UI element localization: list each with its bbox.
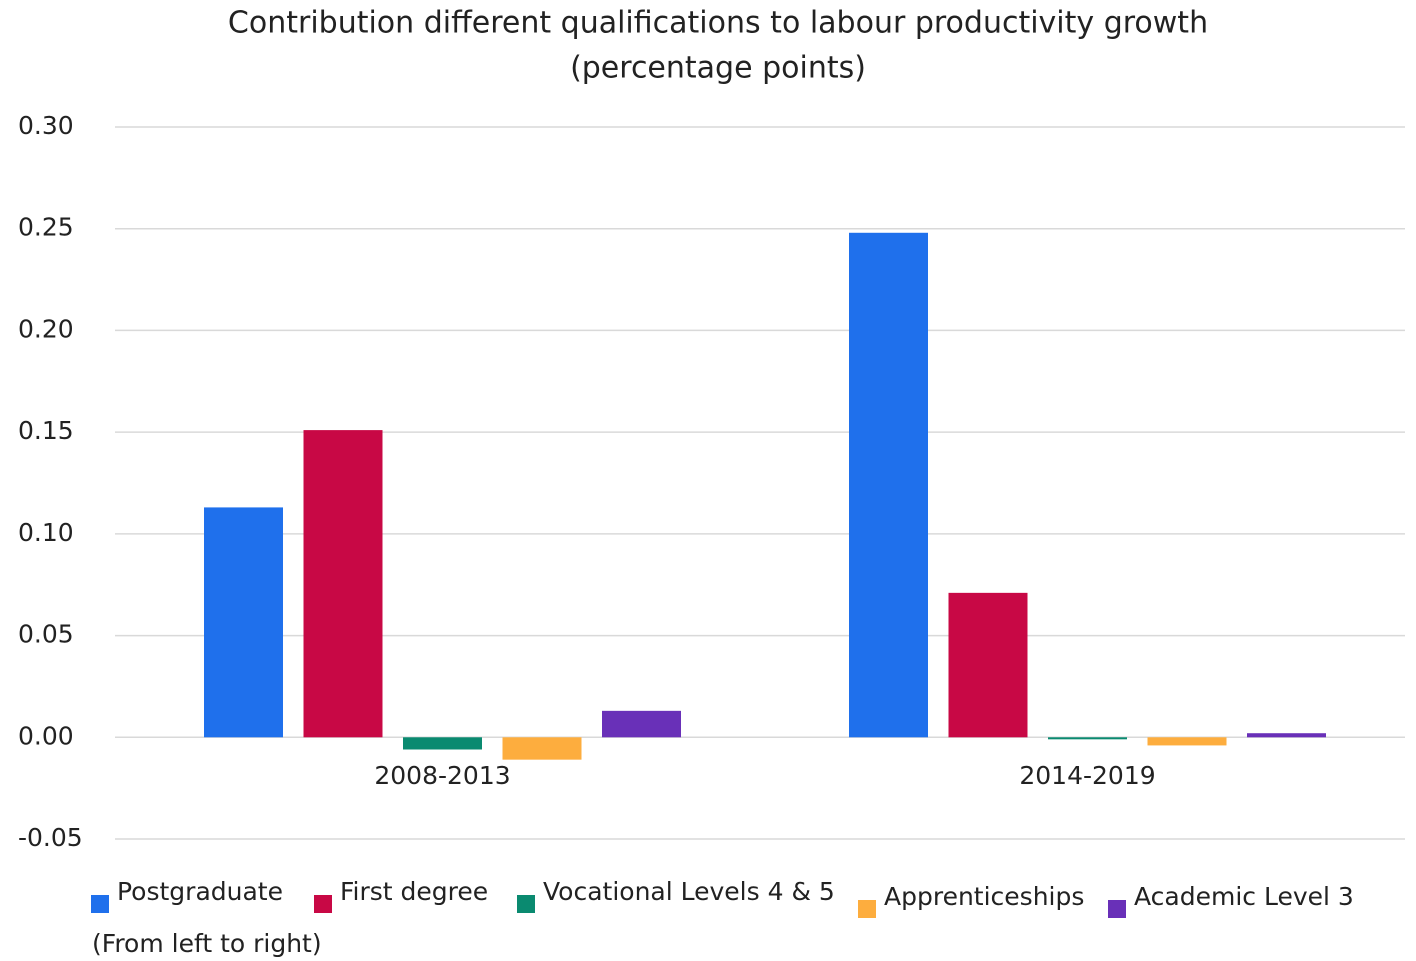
y-tick-label: 0.30 xyxy=(18,111,74,140)
legend-label: Postgraduate xyxy=(117,877,283,906)
bar xyxy=(948,592,1028,738)
x-tick-label: 2008-2013 xyxy=(374,761,510,790)
bar xyxy=(502,737,582,760)
legend-swatch xyxy=(1108,900,1126,918)
chart-subtitle: (percentage points) xyxy=(570,51,866,86)
legend-label: Academic Level 3 xyxy=(1134,882,1354,911)
y-tick-label: 0.25 xyxy=(18,213,74,242)
bar xyxy=(1048,737,1127,740)
chart-title: Contribution different qualifications to… xyxy=(228,6,1208,41)
legend-label: First degree xyxy=(340,877,488,906)
bar xyxy=(602,710,681,738)
y-tick-label: -0.05 xyxy=(18,823,83,852)
bar xyxy=(1147,737,1227,746)
bar xyxy=(303,430,383,738)
legend-swatch xyxy=(314,895,332,913)
x-tick-label: 2014-2019 xyxy=(1019,761,1155,790)
y-tick-label: 0.10 xyxy=(18,518,74,547)
legend-swatch xyxy=(91,895,109,913)
bar xyxy=(204,507,283,738)
legend-swatch xyxy=(517,895,535,913)
y-tick-label: 0.15 xyxy=(18,416,74,445)
legend-swatch xyxy=(858,900,876,918)
legend-label: Apprenticeships xyxy=(884,882,1084,911)
bar xyxy=(849,232,928,738)
bar xyxy=(1247,733,1326,738)
y-tick-label: 0.00 xyxy=(18,721,74,750)
y-tick-label: 0.05 xyxy=(18,620,74,649)
legend-label: Vocational Levels 4 & 5 xyxy=(543,877,835,906)
chart-note: (From left to right) xyxy=(92,929,322,958)
bar xyxy=(403,737,482,750)
y-tick-label: 0.20 xyxy=(18,314,74,343)
